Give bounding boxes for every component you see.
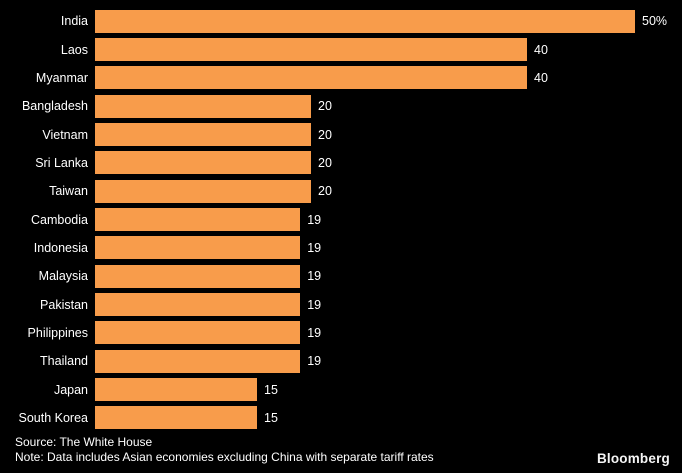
chart-row: Taiwan 20	[0, 177, 682, 205]
value-label: 20	[318, 155, 332, 170]
value-label: 19	[307, 240, 322, 255]
bar	[95, 236, 301, 260]
chart-row: Sri Lanka 20	[0, 149, 682, 177]
chart-row: Japan 15	[0, 375, 682, 403]
value-label: 20	[318, 184, 332, 199]
category-label: Thailand	[40, 354, 88, 369]
value-label: 19	[307, 212, 322, 227]
value-label: 40	[534, 42, 548, 57]
chart-row: Thailand 19	[0, 347, 682, 375]
category-label: Cambodia	[31, 212, 88, 227]
bar	[95, 264, 301, 288]
value-label: 19	[307, 354, 322, 369]
chart-row: Myanmar 40	[0, 64, 682, 92]
bar	[95, 9, 635, 33]
category-label: Laos	[60, 42, 88, 57]
category-label: Pakistan	[40, 297, 88, 312]
category-label: Philippines	[27, 325, 88, 340]
bar	[95, 293, 301, 317]
category-label: Taiwan	[49, 184, 88, 199]
chart-row: Laos 40	[0, 35, 682, 63]
value-label: 15	[264, 410, 278, 425]
bar	[95, 208, 301, 232]
category-label: Myanmar	[35, 70, 88, 85]
chart-row: Philippines 19	[0, 319, 682, 347]
chart-row: South Korea 15	[0, 404, 682, 432]
category-label: Bangladesh	[21, 99, 88, 114]
value-label: 19	[307, 297, 322, 312]
value-label: 15	[264, 382, 278, 397]
chart-row: Indonesia 19	[0, 234, 682, 262]
chart-row: Cambodia 19	[0, 205, 682, 233]
value-label: 20	[318, 127, 332, 142]
category-label: Japan	[53, 382, 88, 397]
chart-rows: India 50% Laos 40 Myanmar 40 Bangladesh 20 Vietn…	[0, 7, 682, 432]
bar	[95, 123, 311, 147]
value-label: 19	[307, 269, 322, 284]
value-label: 19	[307, 325, 322, 340]
category-label: India	[60, 14, 88, 29]
chart-row: India 50%	[0, 7, 682, 35]
note-line: Note: Data includes Asian economies excl…	[15, 449, 434, 464]
category-label: Malaysia	[38, 269, 88, 284]
bloomberg-logo: Bloomberg	[596, 451, 670, 466]
chart-footer: Source: The White House Note: Data inclu…	[15, 435, 434, 464]
value-label: 20	[318, 99, 332, 114]
source-line: Source: The White House	[15, 435, 153, 449]
chart-row: Pakistan 19	[0, 290, 682, 318]
category-label: Indonesia	[33, 240, 88, 255]
bar	[95, 66, 527, 90]
chart-row: Malaysia 19	[0, 262, 682, 290]
category-label: Vietnam	[42, 127, 88, 142]
value-label: 50%	[642, 14, 668, 29]
bar	[95, 406, 257, 430]
chart-row: Vietnam 20	[0, 120, 682, 148]
category-label: Sri Lanka	[35, 155, 88, 170]
value-label: 40	[534, 70, 548, 85]
bar	[95, 94, 311, 118]
bar	[95, 349, 301, 373]
bar	[95, 38, 527, 62]
bar	[95, 378, 257, 402]
bar	[95, 151, 311, 175]
bar	[95, 179, 311, 203]
bar	[95, 321, 301, 345]
category-label: South Korea	[18, 410, 89, 425]
chart-row: Bangladesh 20	[0, 92, 682, 120]
